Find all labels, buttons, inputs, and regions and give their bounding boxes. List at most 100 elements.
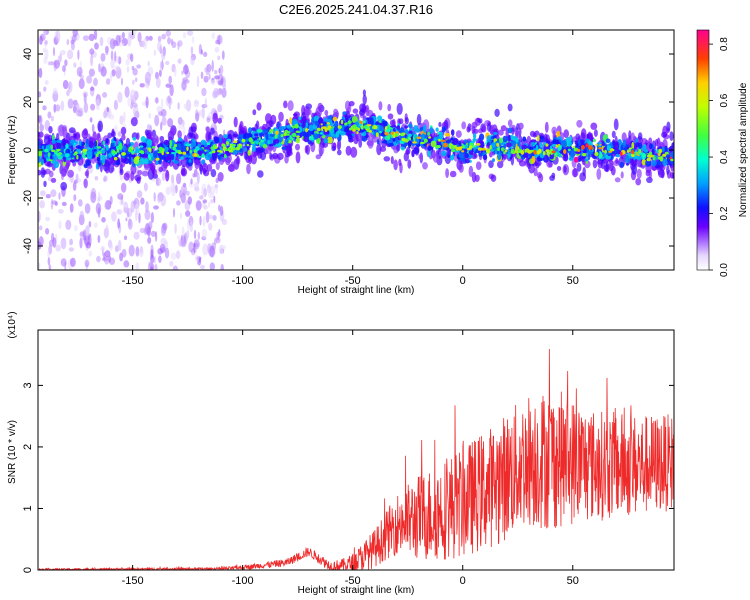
noise-blob	[186, 30, 194, 36]
noise-blob	[88, 250, 93, 257]
ridge-core	[379, 125, 383, 133]
noise-blob	[44, 40, 48, 45]
ridge-core	[288, 128, 294, 132]
ridge-core	[510, 134, 514, 140]
noise-blob	[198, 110, 204, 117]
noise-blob	[210, 79, 216, 86]
ridge-core	[573, 156, 579, 163]
noise-blob	[84, 203, 91, 214]
ridge-halo	[284, 155, 289, 164]
ridge-peak	[496, 148, 499, 151]
ridge-halo	[304, 145, 308, 154]
ridge-core	[278, 126, 285, 132]
ridge-core	[650, 159, 657, 167]
noise-blob	[94, 42, 99, 50]
ridge-core	[308, 124, 315, 132]
noise-blob	[121, 248, 127, 258]
noise-blob	[132, 68, 138, 76]
ridge-core	[267, 139, 271, 145]
noise-blob	[147, 60, 150, 67]
noise-blob	[105, 51, 109, 56]
ridge-core	[247, 149, 251, 156]
ridge-peak	[135, 156, 140, 160]
noise-blob	[52, 237, 57, 248]
noise-blob	[128, 244, 135, 257]
ridge-halo	[422, 162, 428, 170]
ridge-core	[467, 154, 473, 159]
ridge-peak	[148, 154, 151, 159]
ridge-peak	[194, 153, 197, 157]
noise-blob	[155, 177, 161, 187]
noise-blob	[187, 196, 192, 205]
ridge-halo	[287, 100, 294, 112]
ridge-core	[507, 127, 513, 134]
noise-blob	[146, 124, 151, 131]
ridge-halo	[398, 158, 402, 167]
noise-blob	[220, 263, 224, 270]
ridge-core	[313, 115, 320, 122]
ridge-peak	[670, 158, 674, 162]
ridge-peak	[538, 148, 542, 154]
ridge-core	[464, 152, 470, 159]
ridge-core	[56, 139, 62, 143]
noise-blob	[119, 42, 125, 47]
noise-blob	[190, 221, 193, 232]
noise-blob	[202, 243, 209, 256]
ridge-halo	[611, 130, 616, 139]
noise-blob	[125, 58, 130, 66]
ridge-core	[447, 154, 451, 158]
ridge-halo	[551, 126, 557, 135]
ridge-halo	[165, 169, 170, 182]
ridge-halo	[272, 152, 279, 160]
ridge-peak	[366, 124, 372, 127]
noise-blob	[199, 195, 204, 200]
ridge-peak	[385, 126, 388, 130]
ridge-peak	[48, 159, 53, 162]
noise-blob	[128, 31, 135, 38]
noise-blob	[167, 118, 174, 128]
noise-blob	[161, 116, 167, 126]
noise-blob	[111, 69, 116, 77]
ridge-core	[641, 159, 647, 166]
noise-blob	[64, 59, 68, 67]
noise-blob	[153, 205, 159, 210]
noise-blob	[86, 241, 91, 249]
noise-blob	[47, 111, 52, 119]
noise-blob	[100, 245, 105, 251]
ridge-peak	[545, 143, 549, 147]
ridge-halo	[48, 126, 53, 134]
ridge-core	[330, 128, 335, 136]
noise-blob	[103, 175, 108, 182]
ridge-core	[269, 133, 276, 137]
noise-blob	[97, 197, 101, 203]
x-tick-label: 50	[567, 575, 579, 587]
colorbar-label: Normalized spectral amplitude	[738, 82, 749, 217]
noise-blob	[88, 220, 92, 228]
noise-blob	[145, 96, 149, 109]
noise-blob	[66, 39, 70, 46]
ridge-core	[41, 145, 45, 153]
ridge-peak	[274, 134, 278, 139]
noise-blob	[79, 237, 83, 249]
ridge-peak	[545, 149, 550, 153]
ridge-halo	[603, 164, 609, 172]
ridge-core	[531, 155, 536, 164]
noise-blob	[40, 190, 46, 197]
ridge-core	[401, 143, 407, 148]
noise-blob	[162, 222, 168, 231]
noise-blob	[78, 199, 83, 207]
ridge-core	[566, 145, 572, 149]
ridge-peak	[598, 147, 603, 150]
noise-blob	[184, 79, 190, 84]
noise-blob	[69, 203, 74, 213]
ridge-core	[453, 137, 459, 146]
noise-blob	[157, 35, 162, 43]
ridge-halo	[159, 135, 165, 143]
noise-blob	[121, 32, 125, 39]
ridge-halo	[518, 160, 526, 167]
ridge-core	[377, 115, 383, 121]
ridge-peak	[172, 146, 176, 151]
ridge-peak	[65, 153, 70, 158]
ridge-core	[404, 125, 408, 129]
